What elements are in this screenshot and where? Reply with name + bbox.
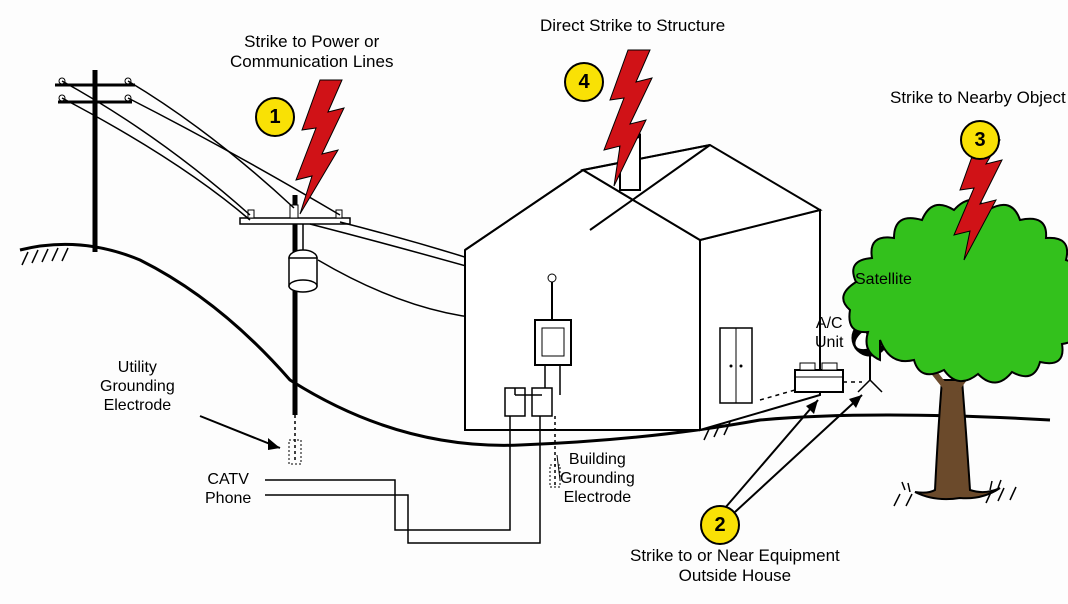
catv-phone-lines <box>265 416 540 543</box>
label-satellite: Satellite <box>855 270 912 289</box>
badge-3-num: 3 <box>974 129 985 152</box>
badge-1-num: 1 <box>269 106 280 129</box>
utility-ground-electrode <box>289 415 301 464</box>
badge-2: 2 <box>700 505 740 545</box>
label-title1: Strike to Power or Communication Lines <box>230 32 393 73</box>
label-util: Utility Grounding Electrode <box>100 358 175 416</box>
label-title3: Strike to Nearby Object <box>890 88 1066 108</box>
badge-2-num: 2 <box>714 514 725 537</box>
badge-4: 4 <box>564 62 604 102</box>
diagram-canvas: 1 4 3 2 Strike to Power or Communication… <box>0 0 1068 604</box>
label-title2: Strike to or Near Equipment Outside Hous… <box>630 546 840 587</box>
badge-4-num: 4 <box>578 71 589 94</box>
utility-pole-1 <box>55 70 135 252</box>
utility-pole-2 <box>240 195 350 415</box>
badge-3: 3 <box>960 120 1000 160</box>
house <box>465 131 820 430</box>
label-ac: A/C Unit <box>815 314 843 352</box>
label-bge: Building Grounding Electrode <box>560 450 635 508</box>
label-catv: CATV Phone <box>205 470 251 508</box>
label-title4: Direct Strike to Structure <box>540 16 725 36</box>
badge-1: 1 <box>255 97 295 137</box>
arrow-util-ground <box>200 416 280 450</box>
tree <box>843 200 1068 499</box>
